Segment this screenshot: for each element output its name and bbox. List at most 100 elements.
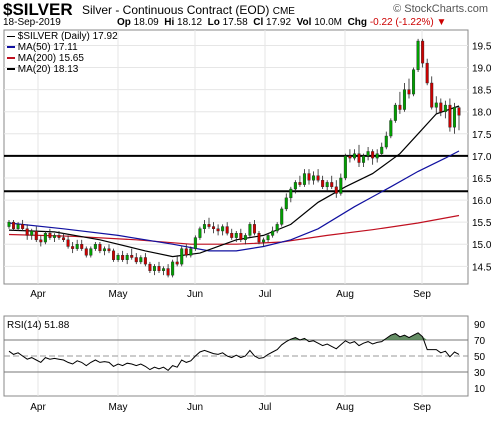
candle-body xyxy=(457,107,461,116)
high-value: 18.12 xyxy=(177,17,203,28)
candle-body xyxy=(334,186,338,194)
candle-body xyxy=(307,173,311,181)
legend-main-swatch xyxy=(7,35,15,37)
candle-body xyxy=(380,146,384,154)
open-value: 18.09 xyxy=(133,17,159,28)
candle-body xyxy=(248,224,252,236)
legend-ma50-swatch xyxy=(7,46,15,49)
price-tick-label: 16.0 xyxy=(472,196,492,207)
rsi-panel-frame xyxy=(3,315,469,397)
legend-main-text: $SILVER (Daily) 17.92 xyxy=(17,31,118,42)
rsi-line xyxy=(8,332,460,372)
candle-body xyxy=(389,120,393,137)
candle-body xyxy=(157,266,161,271)
candle-body xyxy=(216,228,220,232)
x-tick-label: Aug xyxy=(336,289,354,300)
legend-ma50: MA(50) 17.11 xyxy=(7,42,118,53)
candle-body xyxy=(139,257,143,263)
candle-body xyxy=(198,228,202,238)
candle-body xyxy=(112,250,116,260)
candle-body xyxy=(375,153,379,159)
candle-body xyxy=(448,104,452,128)
x-tick-label: Jul xyxy=(259,289,272,300)
candle-body xyxy=(116,255,120,260)
x-tick-label: Sep xyxy=(413,289,431,300)
price-tick-label: 17.0 xyxy=(472,152,492,163)
price-tick-label: 18.0 xyxy=(472,108,492,119)
candle-body xyxy=(402,89,406,110)
candle-body xyxy=(189,248,193,256)
price-tick-label: 19.5 xyxy=(472,41,492,52)
candle-body xyxy=(43,232,47,243)
candle-body xyxy=(107,248,111,252)
candle-body xyxy=(252,224,256,234)
vol-value: 10.0M xyxy=(314,17,343,28)
candle-body xyxy=(225,226,229,234)
candle-body xyxy=(366,151,370,157)
open-label: Op xyxy=(117,17,131,28)
candle-body xyxy=(25,228,29,236)
candle-body xyxy=(80,244,84,249)
rsi-tick-label: 30 xyxy=(474,368,486,379)
candle-body xyxy=(21,224,25,229)
candle-body xyxy=(212,226,216,229)
candle-body xyxy=(348,155,352,159)
candle-body xyxy=(230,232,234,238)
candle-body xyxy=(84,248,88,256)
candle-body xyxy=(357,153,361,163)
candle-body xyxy=(52,235,56,238)
low-value: 17.58 xyxy=(222,17,248,28)
candle-body xyxy=(421,40,425,64)
candle-body xyxy=(143,257,147,265)
candle-body xyxy=(371,151,375,159)
candle-body xyxy=(262,239,266,243)
candle-body xyxy=(425,62,429,84)
candle-body xyxy=(275,224,279,232)
candle-body xyxy=(98,244,102,252)
legend-ma20-swatch xyxy=(7,68,15,71)
price-tick-label: 15.5 xyxy=(472,218,492,229)
candle-body xyxy=(316,175,320,181)
candle-body xyxy=(221,226,225,232)
candle-body xyxy=(271,230,275,236)
candle-body xyxy=(152,266,156,271)
candle-body xyxy=(39,239,43,243)
candle-body xyxy=(148,263,152,271)
candle-body xyxy=(34,230,38,241)
candle-body xyxy=(289,188,293,199)
candle-body xyxy=(102,248,106,252)
candle-body xyxy=(66,239,70,247)
candle-body xyxy=(398,104,402,110)
candle-body xyxy=(430,82,434,108)
candle-body xyxy=(393,104,397,121)
candle-body xyxy=(434,102,438,108)
brand-text: © StockCharts.com xyxy=(393,3,488,15)
candle-body xyxy=(30,230,34,236)
date-text: 18-Sep-2019 xyxy=(3,17,61,28)
candle-body xyxy=(452,107,456,128)
x-tick-label-rsi: Jun xyxy=(187,402,203,413)
price-tick-label: 15.0 xyxy=(472,240,492,251)
candle-body xyxy=(121,255,125,260)
candle-body xyxy=(180,248,184,265)
price-tick-label: 18.5 xyxy=(472,86,492,97)
candle-body xyxy=(130,255,134,258)
candle-body xyxy=(12,221,16,229)
rsi-tick-label: 90 xyxy=(474,320,486,331)
legend-ma50-text: MA(50) 17.11 xyxy=(17,42,78,53)
candle-body xyxy=(407,89,411,95)
exchange-text: CME xyxy=(272,6,295,17)
candle-body xyxy=(93,244,97,249)
x-tick-label-rsi: Aug xyxy=(336,402,354,413)
ohlc-readout: Op 18.09 Hi 18.12 Lo 17.58 Cl 17.92 Vol … xyxy=(117,17,446,28)
symbol-description: Silver - Continuous Contract (EOD) CME xyxy=(82,3,295,17)
candle-body xyxy=(71,246,75,249)
candle-body xyxy=(16,224,20,229)
x-tick-label: Jun xyxy=(187,289,203,300)
candle-body xyxy=(339,177,343,194)
candle-body xyxy=(293,182,297,190)
candle-body xyxy=(325,182,329,188)
x-tick-label-rsi: Apr xyxy=(30,402,46,413)
candle-body xyxy=(280,208,284,225)
